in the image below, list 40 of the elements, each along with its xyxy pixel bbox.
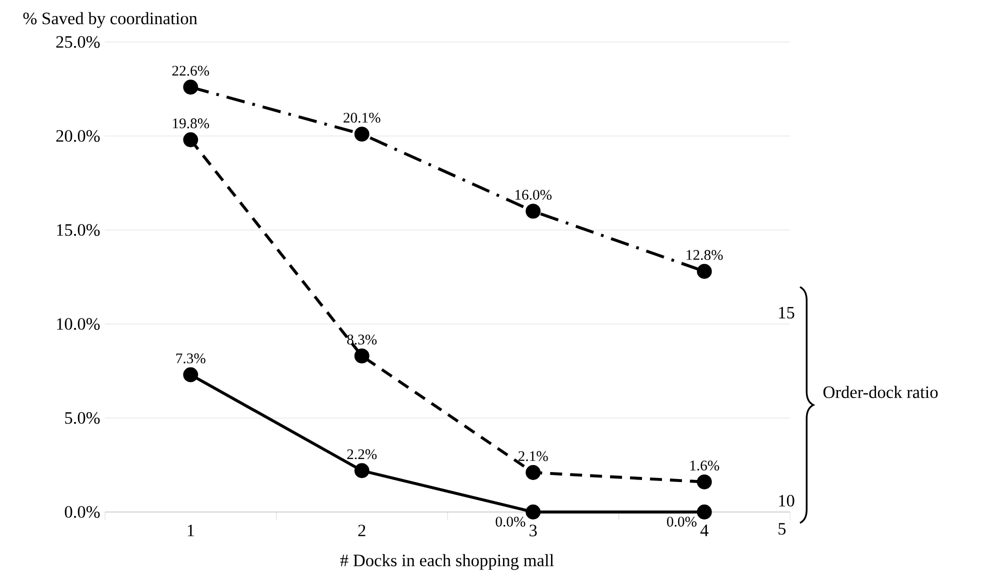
point [526,204,541,219]
data-label: 2.2% [347,449,377,460]
text: 10 [779,494,794,507]
data-label: 0.0% [667,516,696,527]
point [354,126,370,142]
data-label: 8.3% [347,334,377,345]
text: 15 [779,306,794,319]
data-label: 2.1% [518,451,548,462]
point [183,80,198,95]
point [354,348,370,364]
data-label: 20.1% [344,112,380,123]
point [696,264,712,279]
point [696,504,712,520]
y-tick-label: 20.0% [56,130,100,142]
point [526,465,541,480]
text: Order-dock ratio [823,386,938,398]
y-tick-label: 25.0% [56,36,100,48]
y-tick-label: 0.0% [64,506,100,518]
x-tick-label: 4 [700,524,708,536]
y-tick-label: 15.0% [57,224,100,236]
y-tick-label: 5.0% [65,412,100,424]
data-label: 1.6% [690,460,720,471]
point [696,474,712,490]
text: 5 [778,523,786,535]
x-tick-label: 3 [530,524,537,536]
x-tick-label: 1 [188,524,194,536]
data-label: 19.8% [172,118,210,128]
data-label: 16.0% [515,190,552,200]
point [183,132,198,148]
x-tick-label: 2 [358,524,366,536]
point [183,367,198,382]
y-tick-label: 10.0% [57,318,100,330]
x-axis-title: # Docks in each shopping mall [340,554,554,570]
point [354,463,370,478]
point [526,504,541,520]
y-axis-title: % Saved by coordination [23,12,198,28]
data-label: 0.0% [496,516,526,527]
data-label: 12.8% [686,250,723,260]
data-label: 7.3% [176,353,206,364]
data-label: 22.6% [172,66,210,76]
